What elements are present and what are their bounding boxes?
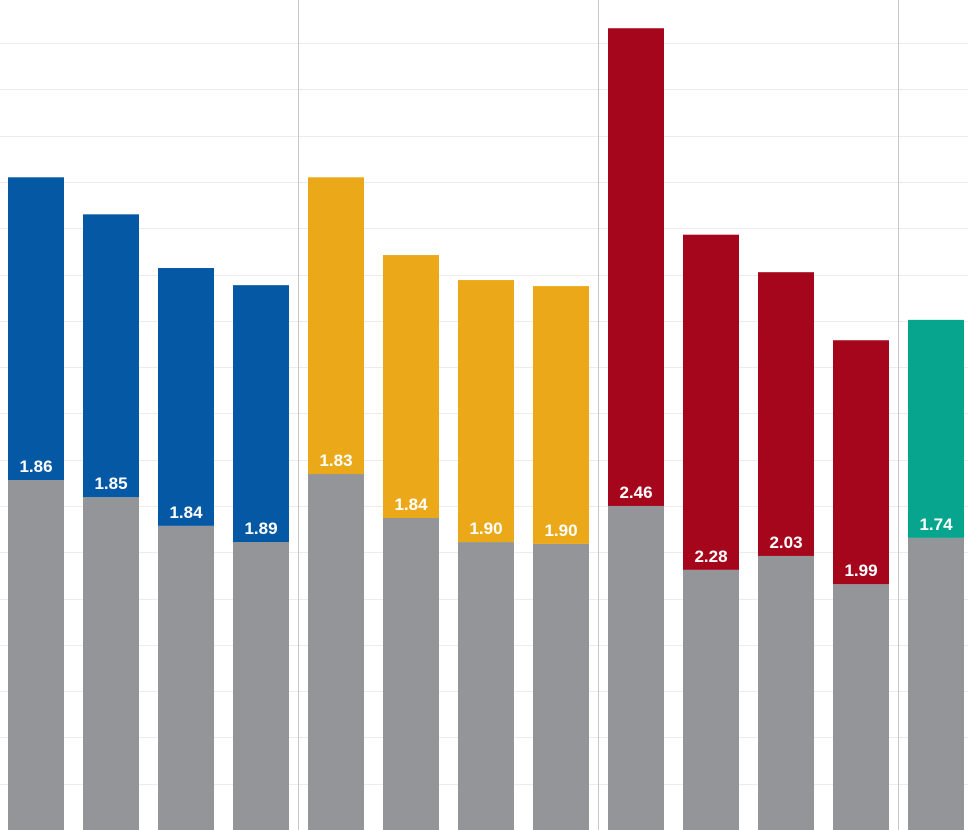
bar-label: 1.83	[319, 451, 352, 470]
bar-segment	[908, 537, 964, 830]
bar-segment	[308, 177, 364, 475]
bar-segment	[83, 497, 139, 830]
bar-label: 2.46	[619, 483, 652, 502]
bar-label: 1.90	[544, 521, 577, 540]
bar-segment	[383, 517, 439, 830]
bar-segment	[233, 542, 289, 830]
bar-label: 1.85	[94, 474, 127, 493]
bar-label: 1.86	[19, 457, 52, 476]
bar-segment	[533, 286, 589, 544]
bar-segment	[8, 177, 64, 481]
bar-segment	[683, 569, 739, 830]
bar-segment	[833, 340, 889, 585]
bar-segment	[608, 505, 664, 830]
bar-segment	[833, 584, 889, 830]
bar-segment	[608, 28, 664, 506]
bar-segment	[83, 214, 139, 498]
bar-label: 1.99	[844, 561, 877, 580]
bar-segment	[458, 542, 514, 830]
bar-segment	[758, 555, 814, 830]
bar-segment	[533, 543, 589, 830]
bar-segment	[458, 280, 514, 543]
bars: 1.86 1.85 1.84 1.89 1.83 1.84 1.90 1.90 2.46 2.28…	[8, 28, 964, 830]
bar-segment	[908, 319, 964, 538]
bar-label: 1.84	[394, 495, 428, 514]
bar-segment	[233, 285, 289, 543]
bar-segment	[758, 272, 814, 556]
bar-label: 1.74	[919, 515, 953, 534]
bar-segment	[308, 474, 364, 830]
bar-segment	[158, 268, 214, 526]
bar-label: 1.90	[469, 519, 502, 538]
bar-segment	[158, 525, 214, 830]
bar-label: 1.89	[244, 519, 277, 538]
bar-label: 2.03	[769, 533, 802, 552]
bar-segment	[8, 480, 64, 830]
bar-segment	[683, 234, 739, 570]
bar-label: 1.84	[169, 503, 203, 522]
bar-segment	[383, 255, 439, 518]
bar-label: 2.28	[694, 547, 727, 566]
